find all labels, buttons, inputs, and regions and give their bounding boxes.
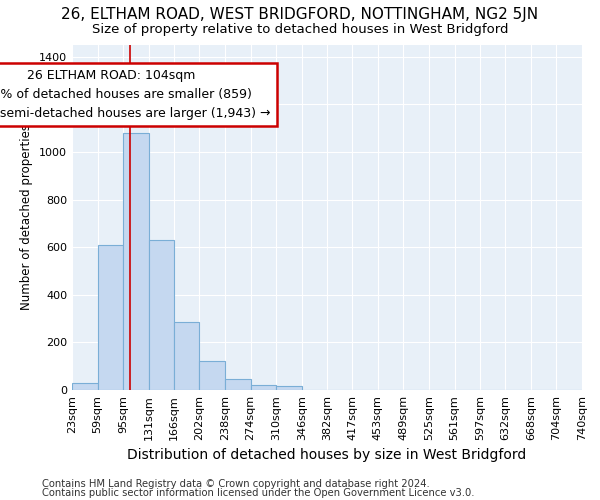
Bar [174, 322, 199, 390]
Bar [199, 362, 225, 390]
Bar [251, 385, 276, 390]
Text: Contains public sector information licensed under the Open Government Licence v3: Contains public sector information licen… [42, 488, 475, 498]
Text: 26 ELTHAM ROAD: 104sqm
← 30% of detached houses are smaller (859)
69% of semi-de: 26 ELTHAM ROAD: 104sqm ← 30% of detached… [0, 69, 270, 120]
Bar [276, 386, 302, 390]
Bar [225, 379, 251, 390]
Bar [98, 245, 123, 390]
Bar [123, 133, 149, 390]
Text: Size of property relative to detached houses in West Bridgford: Size of property relative to detached ho… [92, 22, 508, 36]
Bar [72, 383, 98, 390]
Text: 26, ELTHAM ROAD, WEST BRIDGFORD, NOTTINGHAM, NG2 5JN: 26, ELTHAM ROAD, WEST BRIDGFORD, NOTTING… [61, 8, 539, 22]
Text: Contains HM Land Registry data © Crown copyright and database right 2024.: Contains HM Land Registry data © Crown c… [42, 479, 430, 489]
Bar [149, 240, 174, 390]
X-axis label: Distribution of detached houses by size in West Bridgford: Distribution of detached houses by size … [127, 448, 527, 462]
Y-axis label: Number of detached properties: Number of detached properties [20, 124, 34, 310]
